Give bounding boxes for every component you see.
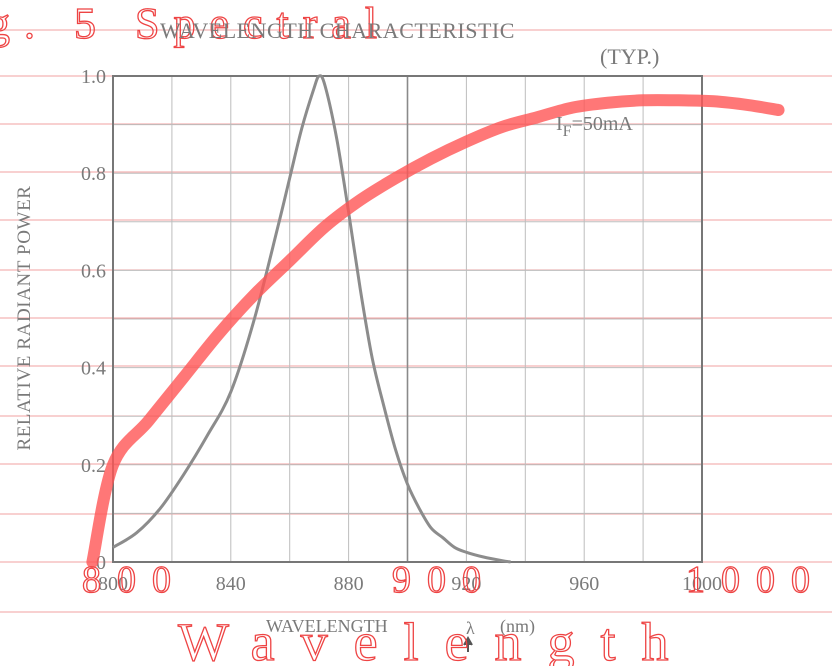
up-arrow-icon: [463, 635, 473, 652]
annotation-rest: =50mA: [572, 113, 634, 135]
x-axis-label: WAVELENGTH: [266, 616, 388, 636]
x-axis-symbol: λ: [466, 618, 475, 638]
overlay-bottom-mid-text: 900: [392, 559, 497, 601]
plot-frame: [112, 75, 703, 563]
y-axis-label: RELATIVE RADIANT POWER: [14, 185, 35, 450]
chart-title: WAVELENGTH CHARACTERISTIC: [160, 18, 515, 43]
y-tick-label-0: 0: [96, 552, 106, 574]
x-axis-unit: (nm): [500, 616, 535, 637]
series-line-0: [112, 74, 511, 564]
x-tick-labels: 800 840 880 920 960 1000: [98, 573, 722, 595]
y-tick-label-1: 0.2: [81, 455, 106, 477]
y-tick-label-4: 0.8: [81, 163, 106, 185]
overlay-bottom-right-text: 1000: [686, 559, 826, 601]
y-tick-label-3: 0.6: [81, 260, 106, 282]
overlay-bottom-text: Wavelength: [178, 612, 695, 666]
overlay-curve-group: [86, 94, 785, 568]
overlay-rule-lines: [0, 29, 832, 613]
x-tick-label-4: 960: [569, 573, 599, 595]
y-tick-label-5: 1.0: [81, 66, 106, 88]
overlay-bottom-left-text: 800: [82, 559, 187, 601]
x-tick-label-2: 880: [334, 573, 364, 595]
current-annotation: IF=50mA: [556, 113, 633, 140]
overlay-top-text: g. 5 Spectral: [0, 0, 391, 48]
x-tick-label-3: 920: [451, 573, 481, 595]
overlay-curve-line: [86, 94, 785, 568]
x-tick-label-0: 800: [98, 573, 128, 595]
annotation-main: I: [556, 113, 563, 135]
x-tick-label-1: 840: [216, 573, 246, 595]
y-tick-labels: 0 0.2 0.4 0.6 0.8 1.0: [81, 66, 106, 574]
chart-subtitle: (TYP.): [600, 44, 659, 69]
y-tick-label-2: 0.4: [81, 358, 106, 380]
x-tick-label-5: 1000: [682, 573, 722, 595]
annotation-sub: F: [563, 123, 572, 140]
